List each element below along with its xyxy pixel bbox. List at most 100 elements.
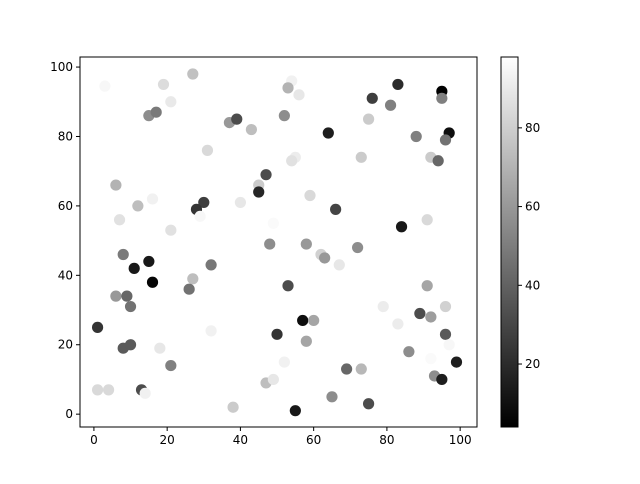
scatter-point [392,318,404,330]
scatter-point [293,89,305,101]
y-axis: 0 20 40 60 80 100 [50,60,80,421]
scatter-point [143,255,155,268]
scatter-point [205,259,217,271]
scatter-point [425,311,437,323]
scatter-point [322,127,334,139]
scatter-point [289,405,301,417]
x-tick-label: 40 [233,433,248,447]
scatter-point [300,335,312,347]
colorbar-tick-label: 40 [525,278,540,292]
scatter-point [439,328,452,340]
scatter-point [128,262,140,274]
scatter-point [282,82,294,94]
colorbar [500,56,519,428]
y-tick-label: 80 [58,129,73,143]
scatter-point [278,356,290,368]
scatter-point [362,113,375,125]
scatter-point [110,290,122,302]
scatter-point [231,113,243,125]
scatter-point [113,214,126,226]
scatter-point [124,339,137,351]
scatter-point [165,224,177,236]
scatter-point [395,221,408,233]
scatter-point [187,68,199,80]
scatter-point [157,78,170,91]
scatter-point [421,214,433,226]
scatter-point [117,248,129,261]
scatter-point [403,346,415,358]
colorbar-axis: 20 40 60 80 [518,121,540,371]
scatter-point [450,356,463,368]
scatter-point [91,321,104,333]
scatter-point [194,210,206,222]
scatter-point [139,387,151,399]
scatter-point [91,384,104,396]
scatter-point [355,151,367,163]
scatter-point [330,203,342,215]
scatter-point [271,328,283,340]
scatter-point [278,110,290,122]
scatter-point [414,307,426,320]
scatter-point [187,273,199,285]
scatter-point [436,373,448,386]
scatter-point [297,314,309,327]
axes-frame [79,56,478,428]
scatter-point [264,238,276,250]
scatter-point [304,189,316,202]
scatter-point [366,92,378,104]
scatter-point [227,401,239,413]
scatter-point [439,300,452,313]
x-axis: 0 20 40 60 80 100 [90,427,472,447]
scatter-point [165,359,177,372]
x-tick-label: 80 [379,433,394,447]
scatter-point [146,276,159,288]
y-tick-label: 60 [58,199,73,213]
scatter-point [165,96,177,108]
scatter-point [110,179,122,191]
scatter-point [121,290,133,302]
scatter-point [443,339,455,351]
scatter-point [253,186,265,198]
y-tick-label: 0 [65,407,73,421]
scatter-point [352,241,364,254]
scatter-point [439,134,452,146]
scatter-point [436,92,448,104]
scatter-point [319,252,331,264]
x-tick-label: 60 [306,433,321,447]
y-tick-label: 100 [50,60,73,74]
colorbar-tick-label: 60 [525,200,540,214]
scatter-point [245,123,257,136]
scatter-point [341,363,353,375]
scatter-point [286,155,298,167]
scatter-point [425,353,437,365]
scatter-point [201,144,214,156]
scatter-point [205,325,217,337]
scatter-point [132,200,144,212]
scatter-point [124,300,137,313]
scatter-point [362,398,375,410]
scatter-point [282,280,294,292]
scatter-point [146,193,159,205]
y-tick-label: 40 [58,268,73,282]
scatter-point [150,106,162,118]
scatter-point [355,363,367,375]
scatter-point [267,373,279,386]
scatter-point [384,99,397,111]
x-tick-label: 0 [90,433,98,447]
scatter-point [234,196,247,209]
scatter-point [308,314,320,327]
scatter-point [377,300,389,313]
scatter-point [154,342,166,354]
scatter-point [267,217,279,229]
scatter-point [198,196,210,209]
scatter-point [333,259,345,271]
scatter-point [99,80,111,92]
y-tick-label: 20 [58,338,73,352]
scatter-point [183,283,195,295]
x-tick-label: 100 [449,433,472,447]
scatter-point [392,78,404,91]
scatter-point [432,155,444,167]
scatter-point [410,130,422,143]
colorbar-tick-label: 20 [525,357,540,371]
